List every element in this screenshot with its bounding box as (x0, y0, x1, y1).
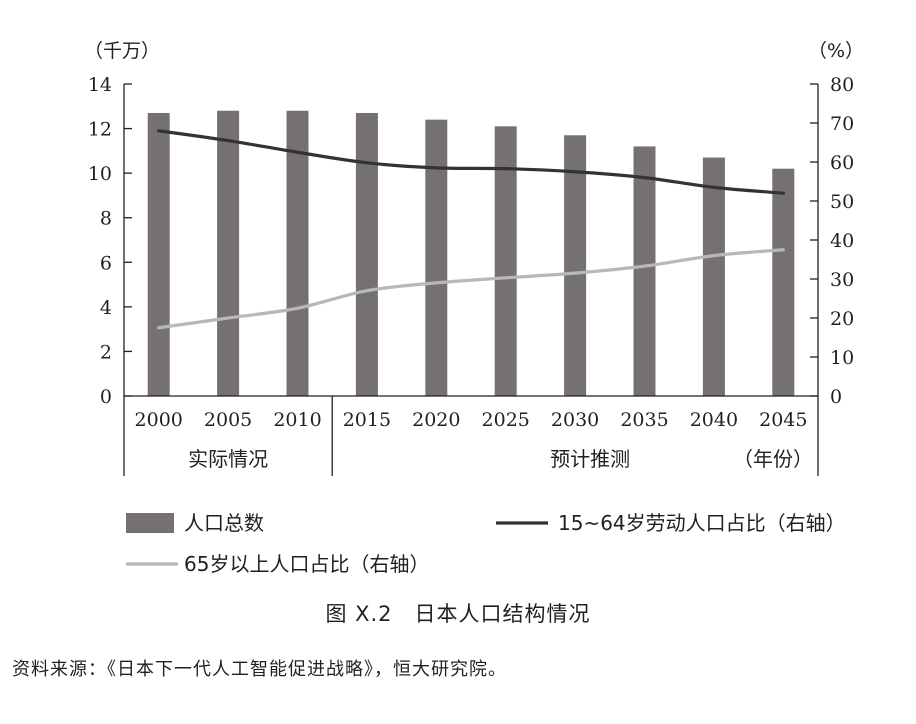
bar-2010 (286, 110, 309, 396)
bar-2005 (217, 110, 240, 396)
bar-2025 (494, 126, 517, 396)
bar-2040 (702, 157, 725, 396)
x-tick-label: 2045 (759, 409, 807, 431)
legend-label-labor-share: 15~64岁劳动人口占比（右轴） (558, 511, 846, 535)
right-tick-label: 10 (830, 347, 854, 369)
bar-2030 (564, 135, 587, 396)
year-unit-label: （年份） (733, 447, 813, 471)
right-tick-label: 50 (830, 191, 854, 213)
right-tick-label: 60 (830, 152, 854, 174)
x-tick-label: 2015 (343, 409, 391, 431)
left-tick-label: 8 (100, 208, 112, 230)
axes (123, 83, 819, 476)
x-tick-label: 2025 (482, 409, 530, 431)
left-tick-label: 0 (100, 386, 112, 408)
bar-2020 (425, 119, 448, 397)
left-tick-label: 12 (88, 119, 112, 141)
legend: 人口总数 15~64岁劳动人口占比（右轴） 65岁以上人口占比（右轴） (126, 511, 846, 576)
right-tick-label: 40 (830, 230, 854, 252)
right-tick-label: 30 (830, 269, 854, 291)
legend-label-elderly-share: 65岁以上人口占比（右轴） (184, 552, 429, 576)
legend-swatch-population (126, 513, 174, 533)
left-tick-label: 4 (100, 297, 112, 319)
x-tick-label: 2040 (690, 409, 738, 431)
x-tick-label: 2000 (135, 409, 183, 431)
period-actual-label: 实际情况 (188, 447, 268, 471)
left-tick-label: 10 (88, 163, 112, 185)
right-tick-label: 20 (830, 308, 854, 330)
right-axis-unit: （%） (808, 40, 864, 62)
x-tick-label: 2005 (204, 409, 252, 431)
source-note: 资料来源：《日本下一代人工智能促进战略》，恒大研究院。 (12, 659, 507, 680)
left-tick-label: 14 (88, 74, 112, 96)
right-tick-label: 70 (830, 113, 854, 135)
figure-caption: 图 X.2 日本人口结构情况 (325, 602, 591, 626)
bar-2000 (147, 112, 170, 396)
period-forecast-label: 预计推测 (550, 447, 630, 471)
right-tick-label: 80 (830, 74, 854, 96)
bar-series (147, 110, 795, 397)
x-tick-label: 2020 (412, 409, 460, 431)
bar-2015 (355, 112, 378, 396)
elderly-share-line (157, 248, 785, 330)
x-tick-label: 2010 (273, 409, 321, 431)
labor-share-line (157, 129, 785, 195)
left-tick-label: 2 (100, 341, 112, 363)
bar-2045 (772, 168, 795, 396)
legend-label-population: 人口总数 (184, 511, 264, 535)
left-tick-label: 6 (100, 252, 112, 274)
right-tick-label: 0 (830, 386, 842, 408)
bar-2035 (633, 146, 656, 396)
line-series (157, 129, 785, 330)
x-tick-label: 2030 (551, 409, 599, 431)
left-axis-unit: （千万） (84, 40, 160, 62)
x-tick-label: 2035 (620, 409, 668, 431)
